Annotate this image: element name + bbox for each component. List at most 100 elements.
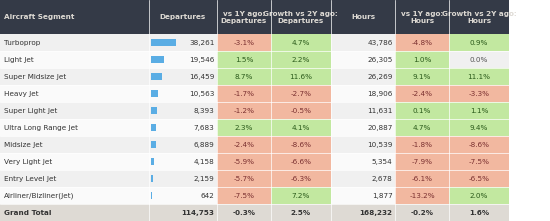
Text: Growth vs 2Y ago:
Departures: Growth vs 2Y ago: Departures: [263, 11, 338, 24]
Bar: [217, 204, 271, 221]
Bar: [148, 0, 217, 34]
Text: 43,786: 43,786: [367, 40, 393, 46]
Bar: [148, 85, 217, 102]
Text: 11,631: 11,631: [367, 108, 393, 114]
Text: -13.2%: -13.2%: [409, 192, 435, 198]
Bar: [271, 34, 331, 51]
Bar: [217, 119, 271, 136]
Text: 20,887: 20,887: [367, 125, 393, 131]
Bar: [449, 119, 509, 136]
Bar: [217, 102, 271, 119]
Text: 168,232: 168,232: [360, 210, 393, 215]
Text: 1.5%: 1.5%: [235, 57, 253, 63]
Text: Aircraft Segment: Aircraft Segment: [4, 14, 75, 20]
Text: Turboprop: Turboprop: [4, 40, 41, 46]
Bar: [331, 51, 395, 68]
Text: -6.1%: -6.1%: [411, 175, 433, 182]
Bar: [449, 204, 509, 221]
Bar: [217, 34, 271, 51]
Text: 19,546: 19,546: [189, 57, 214, 63]
Bar: [0, 170, 148, 187]
Text: 6,889: 6,889: [194, 142, 214, 148]
Bar: [0, 153, 148, 170]
Text: 11.1%: 11.1%: [468, 74, 491, 80]
Text: 8.7%: 8.7%: [235, 74, 253, 80]
Bar: [0, 85, 148, 102]
Bar: [271, 153, 331, 170]
Bar: [151, 39, 176, 46]
Text: -7.9%: -7.9%: [411, 159, 433, 165]
Bar: [0, 187, 148, 204]
Bar: [331, 170, 395, 187]
Bar: [395, 85, 449, 102]
Bar: [395, 136, 449, 153]
Text: 11.6%: 11.6%: [289, 74, 312, 80]
Bar: [271, 68, 331, 85]
Text: 1,877: 1,877: [372, 192, 393, 198]
Bar: [217, 136, 271, 153]
Text: Very Light Jet: Very Light Jet: [4, 159, 53, 165]
Bar: [217, 51, 271, 68]
Bar: [449, 187, 509, 204]
Bar: [331, 204, 395, 221]
Text: 2.3%: 2.3%: [235, 125, 253, 131]
Text: Super Midsize Jet: Super Midsize Jet: [4, 74, 67, 80]
Bar: [449, 51, 509, 68]
Text: 0.9%: 0.9%: [470, 40, 488, 46]
Bar: [449, 85, 509, 102]
Bar: [449, 170, 509, 187]
Bar: [0, 119, 148, 136]
Bar: [148, 68, 217, 85]
Bar: [148, 204, 217, 221]
Text: -6.5%: -6.5%: [469, 175, 490, 182]
Text: 9.4%: 9.4%: [470, 125, 488, 131]
Bar: [395, 34, 449, 51]
Text: 7.2%: 7.2%: [292, 192, 310, 198]
Text: -7.5%: -7.5%: [469, 159, 490, 165]
Bar: [0, 136, 148, 153]
Text: 26,269: 26,269: [367, 74, 393, 80]
Text: 2.0%: 2.0%: [470, 192, 488, 198]
Text: -8.6%: -8.6%: [290, 142, 311, 148]
Bar: [449, 68, 509, 85]
Text: 2,678: 2,678: [372, 175, 393, 182]
Bar: [395, 68, 449, 85]
Bar: [271, 119, 331, 136]
Bar: [148, 51, 217, 68]
Text: -1.2%: -1.2%: [233, 108, 255, 114]
Bar: [395, 187, 449, 204]
Bar: [395, 102, 449, 119]
Bar: [0, 204, 148, 221]
Text: 4.7%: 4.7%: [413, 125, 431, 131]
Bar: [151, 90, 158, 97]
Text: 38,261: 38,261: [189, 40, 214, 46]
Bar: [151, 175, 153, 182]
Text: 642: 642: [201, 192, 214, 198]
Bar: [331, 0, 395, 34]
Bar: [0, 0, 148, 34]
Text: Midsize Jet: Midsize Jet: [4, 142, 43, 148]
Text: Heavy Jet: Heavy Jet: [4, 91, 39, 97]
Bar: [395, 0, 449, 34]
Bar: [148, 170, 217, 187]
Text: Grand Total: Grand Total: [4, 210, 52, 215]
Text: 16,459: 16,459: [189, 74, 214, 80]
Text: 10,539: 10,539: [367, 142, 393, 148]
Bar: [271, 170, 331, 187]
Bar: [217, 85, 271, 102]
Bar: [395, 119, 449, 136]
Text: 4.7%: 4.7%: [292, 40, 310, 46]
Bar: [271, 204, 331, 221]
Text: -1.7%: -1.7%: [233, 91, 255, 97]
Bar: [148, 102, 217, 119]
Text: 2,159: 2,159: [194, 175, 214, 182]
Text: 2.2%: 2.2%: [292, 57, 310, 63]
Bar: [217, 68, 271, 85]
Bar: [395, 153, 449, 170]
Text: 5,354: 5,354: [372, 159, 393, 165]
Bar: [0, 102, 148, 119]
Bar: [271, 85, 331, 102]
Bar: [148, 187, 217, 204]
Text: -3.1%: -3.1%: [233, 40, 255, 46]
Text: Entry Level Jet: Entry Level Jet: [4, 175, 57, 182]
